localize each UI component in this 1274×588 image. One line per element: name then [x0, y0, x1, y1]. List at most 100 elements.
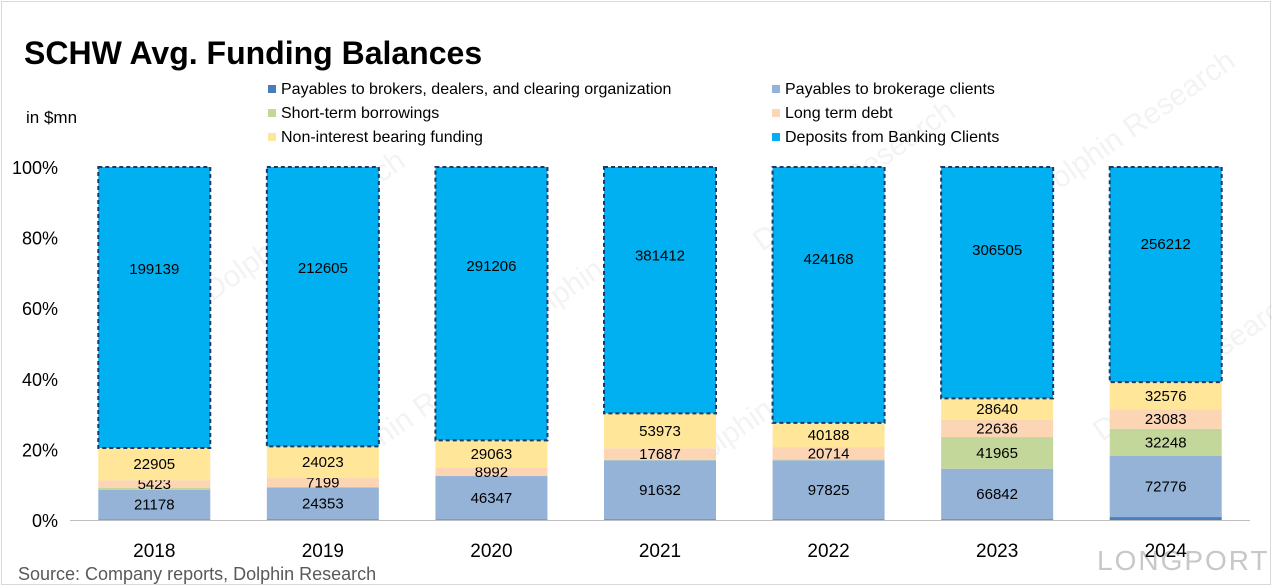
y-tick-label: 40% — [22, 370, 58, 390]
data-label: 41965 — [976, 445, 1018, 462]
data-label: 32576 — [1145, 388, 1187, 405]
data-label: 212605 — [298, 260, 348, 277]
bar-segment-brokers — [772, 519, 885, 520]
data-label: 40188 — [808, 427, 850, 444]
x-tick-label: 2022 — [807, 541, 849, 562]
data-label: 7199 — [306, 475, 339, 492]
data-label: 66842 — [976, 486, 1018, 503]
y-tick-label: 100% — [12, 158, 58, 178]
data-label: 5423 — [138, 476, 171, 493]
legend-swatch — [268, 85, 276, 93]
bar-group-2021: 91632 17687 53973 381412 — [603, 166, 717, 520]
legend-item-shortterm: Short-term borrowings — [268, 105, 439, 122]
bar-segment-ltdebt — [98, 480, 211, 488]
bar-segment-deposits — [1108, 166, 1223, 384]
legend-swatch — [772, 109, 780, 117]
legend-swatch — [772, 85, 780, 93]
bar-segment-clients — [604, 460, 716, 520]
legend-label: Payables to brokerage clients — [785, 81, 995, 98]
data-label: 28640 — [976, 401, 1018, 418]
data-label: 381412 — [635, 248, 685, 265]
bar-segment-deposits — [603, 166, 717, 415]
bar-segment-deposits — [771, 166, 886, 424]
data-label: 22905 — [133, 456, 175, 473]
bar-segment-clients — [266, 487, 379, 520]
x-tick-label: 2018 — [133, 541, 175, 562]
bar-segment-ltdebt — [266, 478, 379, 488]
legend-item-clients: Payables to brokerage clients — [772, 81, 995, 98]
data-label: 91632 — [639, 482, 681, 499]
data-label: 8992 — [475, 464, 508, 481]
x-tick-label: 2024 — [1145, 541, 1188, 562]
bar-segment-ltdebt — [772, 447, 885, 460]
legend-swatch — [268, 133, 276, 141]
legend-label: Payables to brokers, dealers, and cleari… — [281, 81, 671, 98]
watermark-longport: LONGPORT — [1097, 545, 1270, 576]
data-label: 32248 — [1145, 434, 1187, 451]
y-tick-label: 80% — [22, 229, 58, 249]
data-label: 256212 — [1141, 236, 1191, 253]
data-label: 21178 — [134, 497, 175, 514]
data-label: 24353 — [302, 495, 344, 512]
bar-segment-deposits — [434, 166, 549, 442]
bar-segment-nonint — [941, 398, 1054, 420]
bar-segment-shortterm — [98, 487, 211, 490]
bar-segment-clients — [435, 476, 548, 520]
bar-segment-deposits — [97, 166, 212, 450]
bar-segment-brokers — [1109, 517, 1222, 520]
bar-segment-deposits — [265, 166, 380, 448]
data-label: 306505 — [972, 242, 1022, 259]
bar-group-2019: 24353 7199 24023 212605 — [265, 166, 380, 520]
y-tick-label: 0% — [32, 511, 58, 531]
bar-segment-brokers — [941, 519, 1054, 520]
bar-segment-deposits — [940, 166, 1055, 400]
y-tick-label: 60% — [22, 299, 58, 319]
legend-item-brokers: Payables to brokers, dealers, and cleari… — [268, 81, 671, 98]
legend-item-ltdebt: Long term debt — [772, 105, 893, 122]
data-label: 24023 — [302, 454, 344, 471]
legend-label: Non-interest bearing funding — [281, 129, 483, 146]
bar-segment-clients — [1109, 455, 1222, 518]
legend-label: Long term debt — [785, 105, 893, 122]
bar-segment-ltdebt — [435, 467, 548, 477]
bar-segment-shortterm — [941, 437, 1054, 469]
legend-label: Short-term borrowings — [281, 105, 439, 122]
data-label: 17687 — [639, 446, 681, 463]
data-label: 46347 — [471, 490, 513, 507]
legend-swatch — [772, 133, 780, 141]
data-label: 22636 — [976, 421, 1018, 438]
bar-group-2024: 72776 32248 23083 32576 256212 — [1108, 166, 1223, 520]
bar-segment-nonint — [98, 448, 211, 481]
data-label: 23083 — [1145, 411, 1187, 428]
bar-segment-clients — [941, 468, 1054, 520]
data-label: 20714 — [808, 445, 850, 462]
data-label: 97825 — [808, 482, 850, 499]
bar-segment-nonint — [1109, 382, 1222, 410]
x-tick-label: 2019 — [302, 541, 344, 562]
data-label: 199139 — [129, 261, 179, 278]
legend-item-deposits: Deposits from Banking Clients — [772, 129, 999, 146]
bar-segment-shortterm — [772, 459, 885, 461]
x-tick-label: 2020 — [470, 541, 512, 562]
data-label: 53973 — [639, 423, 681, 440]
bar-segment-nonint — [266, 446, 379, 479]
chart-title: SCHW Avg. Funding Balances — [24, 35, 482, 71]
legend-item-nonint: Non-interest bearing funding — [268, 129, 483, 146]
legend-label: Deposits from Banking Clients — [785, 129, 999, 146]
unit-label: in $mn — [26, 108, 77, 127]
bar-segment-brokers — [604, 519, 716, 520]
bar-segment-clients — [772, 460, 885, 520]
bar-segment-nonint — [604, 413, 716, 449]
bar-segment-ltdebt — [941, 419, 1054, 438]
data-label: 72776 — [1145, 479, 1187, 496]
legend-swatch — [268, 109, 276, 117]
x-tick-label: 2023 — [976, 541, 1018, 562]
bar-segment-ltdebt — [604, 448, 716, 460]
bar-segment-shortterm — [604, 459, 716, 461]
data-label: 291206 — [466, 258, 516, 275]
x-tick-label: 2021 — [639, 541, 681, 562]
bar-segment-brokers — [266, 519, 379, 520]
